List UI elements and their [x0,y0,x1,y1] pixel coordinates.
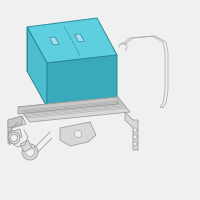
Polygon shape [8,116,22,128]
Circle shape [8,132,20,144]
Circle shape [133,135,137,139]
Circle shape [133,128,137,132]
Polygon shape [8,120,12,136]
Polygon shape [47,55,117,107]
Polygon shape [8,129,22,140]
Polygon shape [20,140,32,152]
Polygon shape [49,37,59,45]
Polygon shape [18,97,118,114]
Circle shape [22,144,38,160]
Polygon shape [8,116,26,128]
Circle shape [10,134,18,142]
Polygon shape [75,34,84,42]
Polygon shape [60,122,96,146]
Polygon shape [8,132,10,145]
Polygon shape [18,97,130,122]
Polygon shape [27,18,117,63]
Polygon shape [125,112,138,150]
Polygon shape [27,27,47,107]
Circle shape [26,148,35,156]
Circle shape [133,142,137,146]
Circle shape [74,130,82,138]
